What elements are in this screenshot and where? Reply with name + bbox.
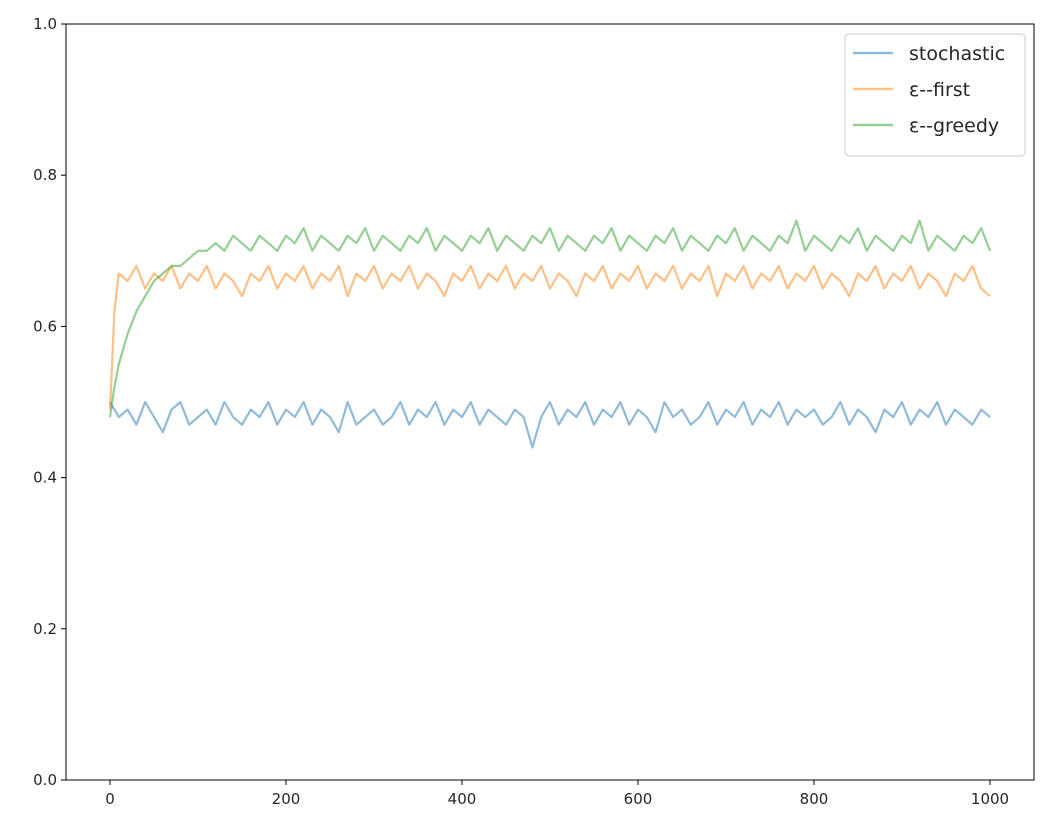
plot-frame <box>65 23 1035 781</box>
x-tick-label: 600 <box>624 790 653 808</box>
y-tick-label: 0.6 <box>33 317 57 335</box>
series-line-2 <box>108 219 992 418</box>
series-layer <box>108 219 992 449</box>
legend-label-0: stochastic <box>909 43 1005 65</box>
legend-label-1: ε--first <box>909 79 970 101</box>
x-tick-label: 0 <box>105 790 115 808</box>
ticks-layer: 0 200 400 600 800 1000 0.0 0.2 0.4 0.6 0.8 1.0 <box>33 15 1009 808</box>
legend: stochastic ε--first ε--greedy <box>844 33 1026 157</box>
y-tick-label: 0.8 <box>33 166 57 184</box>
y-tick-label: 0.0 <box>33 771 57 789</box>
x-tick-label: 800 <box>800 790 829 808</box>
series-line-1 <box>108 264 991 410</box>
x-tick-label: 200 <box>272 790 301 808</box>
legend-label-2: ε--greedy <box>909 115 999 137</box>
y-tick-label: 0.4 <box>33 469 57 487</box>
x-tick-label: 400 <box>448 790 477 808</box>
y-tick-label: 0.2 <box>33 620 57 638</box>
x-tick-label: 1000 <box>971 790 1009 808</box>
series-line-0 <box>109 400 991 449</box>
y-tick-label: 1.0 <box>33 15 57 33</box>
